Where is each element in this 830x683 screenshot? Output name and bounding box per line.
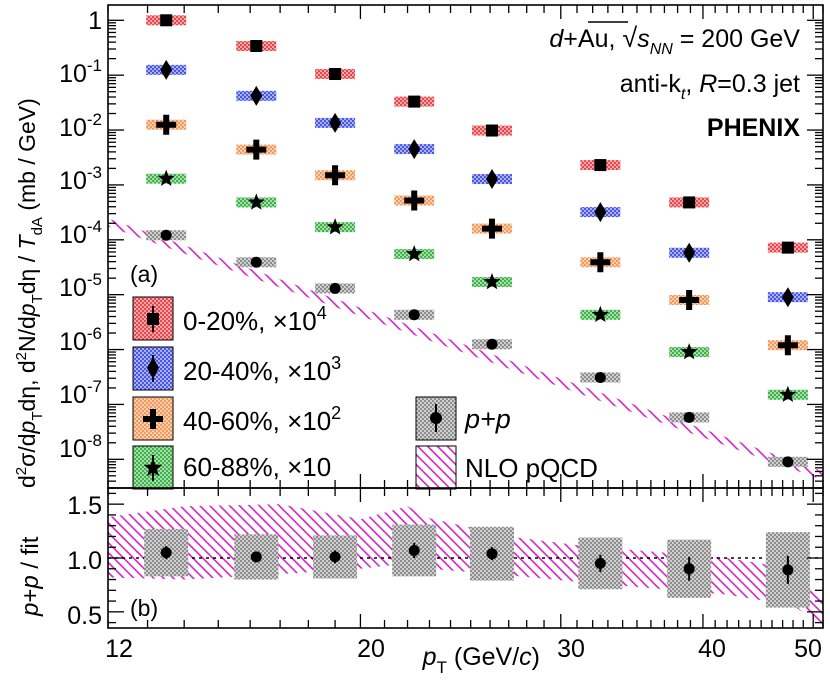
point-cross <box>777 335 798 356</box>
point-cross <box>325 165 346 186</box>
ytick-label: 10-7 <box>59 377 102 409</box>
point-star <box>157 169 175 186</box>
ratio-point <box>408 544 420 556</box>
legend-entry-60-88: 60-88%, ×10 <box>132 445 331 490</box>
legend-label: 40-60%, ×102 <box>183 403 341 436</box>
panel-label-a: (a) <box>130 261 158 287</box>
x-tick-labels: 12 20 30 40 50 <box>105 635 822 663</box>
y-tick-labels-top: 1 10-1 10-2 10-3 10-4 10-5 10-6 10-7 10-… <box>59 7 102 463</box>
legend-label: 0-20%, ×104 <box>183 303 327 336</box>
ratio-point <box>594 557 606 569</box>
point-square <box>485 124 498 137</box>
legend-entry-0-20: 0-20%, ×104 <box>132 296 327 341</box>
point-square <box>250 40 263 53</box>
point-cross <box>404 190 425 211</box>
point-diamond <box>683 242 696 263</box>
legend-marker-cross <box>143 409 163 429</box>
ytick-label: 1.5 <box>67 492 102 520</box>
legend-label: 20-40%, ×103 <box>183 353 341 386</box>
xtick-label: 30 <box>557 635 585 663</box>
x-axis-title: pT (GeV/c) <box>422 643 540 677</box>
ytick-label: 0.5 <box>67 602 102 630</box>
ratio-point <box>683 563 695 575</box>
nlo-pqcd-ratio-band <box>108 504 823 627</box>
ytick-label: 10-5 <box>59 270 102 302</box>
ratio-point <box>329 551 341 563</box>
point-cross <box>481 218 502 239</box>
point-circle <box>160 229 172 241</box>
point-cross <box>246 139 267 160</box>
point-diamond <box>594 202 607 223</box>
ratio-point <box>250 551 262 563</box>
legend-label: NLO pQCD <box>465 453 598 483</box>
xtick-label: 40 <box>698 635 726 663</box>
legend-entry-nlo: NLO pQCD <box>415 445 598 490</box>
ytick-label: 10-6 <box>59 324 102 356</box>
point-square <box>329 68 342 81</box>
ytick-label: 10-3 <box>59 163 102 195</box>
ytick-label: 1.0 <box>67 547 102 575</box>
y-axis-title-top: d2σ/dpTdη, d2N/dpTdη / TdA (mb / GeV) <box>13 98 46 488</box>
point-cross <box>156 114 177 135</box>
ytick-label: 10-2 <box>59 110 102 142</box>
point-circle <box>683 411 695 423</box>
point-circle <box>486 338 498 350</box>
experiment-label: PHENIX <box>707 114 800 142</box>
annotations: d+Au, √sNN = 200 GeV anti-kt, R=0.3 jet … <box>549 21 800 142</box>
point-star <box>779 385 797 403</box>
point-circle <box>250 256 262 268</box>
point-square <box>594 159 607 172</box>
legend-label: 60-88%, ×10 <box>183 452 331 482</box>
panel-label-b: (b) <box>130 595 158 621</box>
point-diamond <box>160 59 173 80</box>
jet-definition-label: anti-kt, R=0.3 jet <box>620 70 800 103</box>
point-cross <box>590 252 611 273</box>
nlo-pqcd-band <box>108 218 823 480</box>
legend-label: p+p <box>464 404 511 434</box>
ytick-label: 10-4 <box>59 217 102 249</box>
spectra-panel: 1 10-1 10-2 10-3 10-4 10-5 10-6 10-7 10-… <box>13 4 824 490</box>
ytick-label: 10-1 <box>59 56 102 88</box>
ratio-point <box>160 547 172 559</box>
y-tick-labels-bottom: 0.5 1.0 1.5 <box>67 492 102 630</box>
point-square <box>683 196 696 209</box>
point-star <box>591 305 609 323</box>
point-diamond <box>329 112 342 133</box>
point-square <box>408 95 421 108</box>
collision-system-label: d+Au, √sNN = 200 GeV <box>549 23 800 58</box>
xtick-label: 50 <box>794 635 822 663</box>
legend-swatch <box>415 445 457 490</box>
ratio-point <box>486 548 498 560</box>
y-axis-title-bottom: p+p / fit <box>17 536 44 617</box>
legend-entry-40-60: 40-60%, ×102 <box>132 396 341 441</box>
point-star <box>247 193 265 210</box>
legend-entry-pp: p+p <box>415 396 511 441</box>
ratio-point <box>782 564 794 576</box>
ratio-panel: 0.5 1.0 1.5 p+p / fit (b) 12 20 30 40 50… <box>17 487 824 677</box>
point-square <box>781 241 794 254</box>
point-circle <box>782 456 794 468</box>
point-cross <box>679 289 700 310</box>
ytick-label: 10-8 <box>59 431 102 463</box>
point-star <box>326 218 344 235</box>
point-square <box>160 14 173 27</box>
ytick-label: 1 <box>88 7 102 35</box>
point-star <box>680 343 698 360</box>
point-star <box>483 273 501 290</box>
point-circle <box>329 282 341 294</box>
point-diamond <box>781 287 794 308</box>
xtick-label: 12 <box>105 635 133 663</box>
legend-entry-20-40: 20-40%, ×103 <box>132 346 341 391</box>
legend: 0-20%, ×104 20-40%, ×103 40-60%, ×102 60… <box>132 296 598 490</box>
point-circle <box>594 371 606 383</box>
point-diamond <box>250 85 263 106</box>
point-circle <box>408 309 420 321</box>
xtick-label: 20 <box>357 635 385 663</box>
point-diamond <box>485 169 498 190</box>
point-star <box>405 245 423 262</box>
point-diamond <box>408 139 421 160</box>
